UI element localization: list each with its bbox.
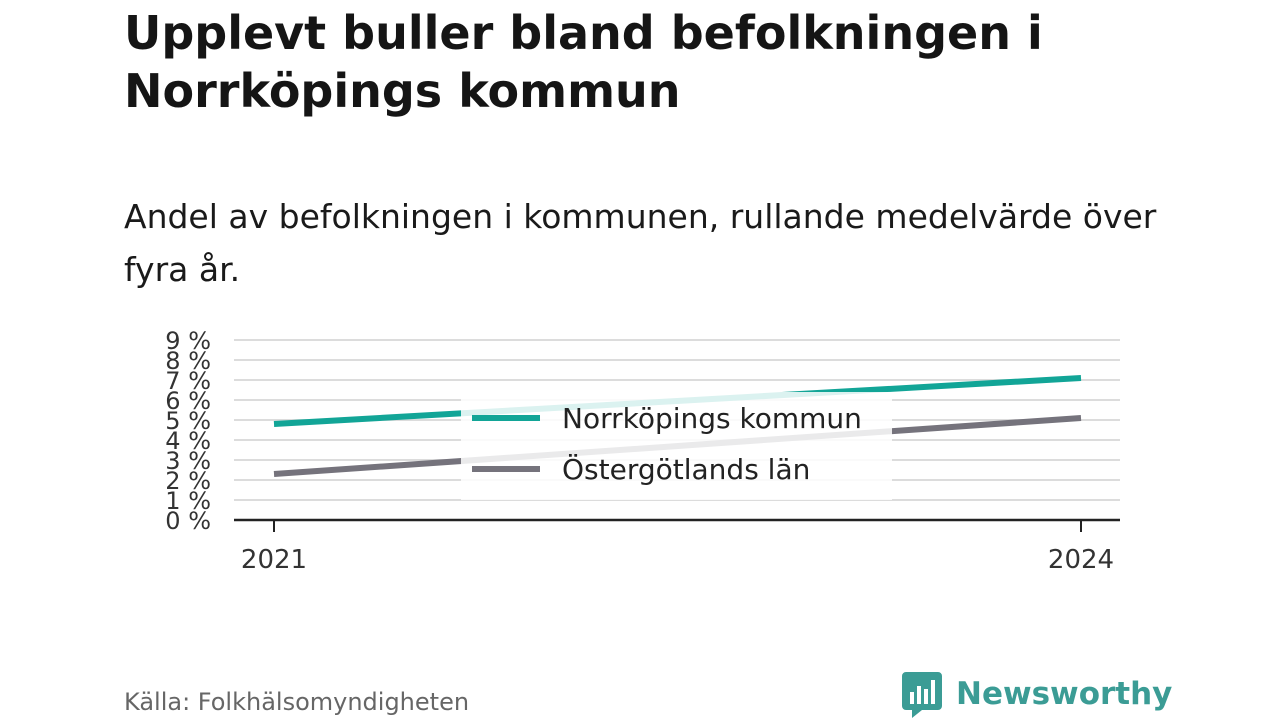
source-note: Källa: Folkhälsomyndigheten	[124, 688, 470, 716]
y-tick-label: 8 %	[165, 347, 211, 375]
chart-title: Upplevt buller bland befolkningen i Norr…	[124, 6, 1043, 118]
legend-label-1: Östergötlands län	[562, 452, 810, 486]
y-tick-label: 3 %	[165, 447, 211, 475]
y-tick-label: 2 %	[165, 467, 211, 495]
brand-logo: Newsworthy	[902, 670, 1172, 718]
legend-label-0: Norrköpings kommun	[562, 402, 862, 435]
legend: Norrköpings kommun Östergötlands län	[461, 392, 892, 500]
y-tick-label: 9 %	[165, 327, 211, 355]
x-tick-label: 2024	[1048, 545, 1114, 575]
y-tick-label: 4 %	[165, 427, 211, 455]
x-axis: 2021 2024	[234, 518, 1120, 575]
y-tick-label: 0 %	[165, 507, 211, 535]
y-tick-label: 5 %	[165, 407, 211, 435]
y-tick-label: 1 %	[165, 487, 211, 515]
newsworthy-logo-icon	[902, 672, 942, 718]
x-tick-label: 2021	[241, 545, 307, 575]
y-tick-label: 7 %	[165, 367, 211, 395]
brand-name: Newsworthy	[956, 676, 1173, 712]
y-axis-ticks: 0 %1 %2 %3 %4 %5 %6 %7 %8 %9 %	[165, 327, 211, 535]
y-tick-label: 6 %	[165, 387, 211, 415]
legend-box	[461, 392, 892, 500]
chart-subtitle: Andel av befolkningen i kommunen, rullan…	[124, 197, 1157, 289]
line-chart: 0 %1 %2 %3 %4 %5 %6 %7 %8 %9 % 2021 2024 …	[165, 327, 1120, 575]
